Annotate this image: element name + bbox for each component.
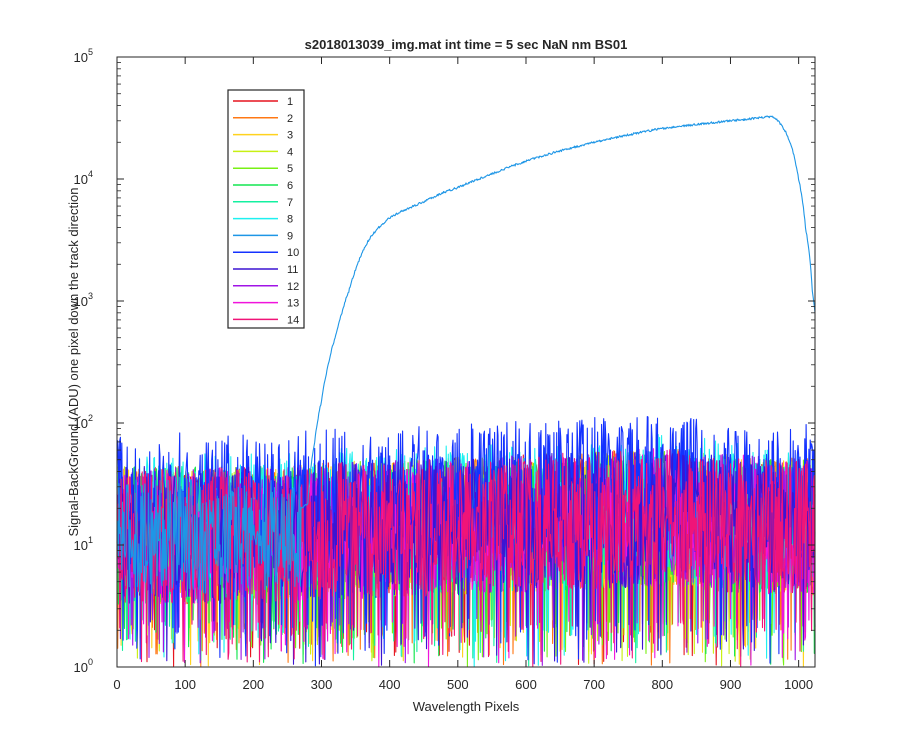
x-tick-label: 700 (583, 677, 605, 692)
x-tick-label: 400 (379, 677, 401, 692)
legend-label-11: 11 (287, 264, 298, 276)
x-tick-label: 600 (515, 677, 537, 692)
y-tick-label: 100 (74, 657, 93, 675)
y-tick-label: 105 (74, 47, 93, 65)
legend-label-13: 13 (287, 298, 299, 310)
legend-label-12: 12 (287, 281, 299, 293)
y-tick-label: 103 (74, 291, 93, 309)
chart-title: s2018013039_img.mat int time = 5 sec NaN… (305, 37, 628, 52)
series-layer (116, 115, 816, 668)
series-line-14 (116, 449, 816, 668)
x-tick-label: 800 (651, 677, 673, 692)
x-tick-label: 0 (113, 677, 120, 692)
x-tick-label: 500 (447, 677, 469, 692)
legend-label-4: 4 (287, 146, 293, 158)
legend-box (227, 89, 305, 329)
axes-box (116, 56, 816, 668)
legend-label-7: 7 (287, 197, 293, 209)
legend-label-10: 10 (287, 247, 299, 259)
legend-label-9: 9 (287, 230, 293, 242)
y-axis-label: Signal-BackGround (ADU) one pixel down t… (66, 187, 81, 536)
x-tick-label: 1000 (784, 677, 813, 692)
x-tick-label: 200 (242, 677, 264, 692)
legend-label-8: 8 (287, 214, 293, 226)
legend-label-6: 6 (287, 180, 293, 192)
legend-label-2: 2 (287, 113, 293, 125)
y-tick-label: 102 (74, 413, 93, 431)
x-axis: 0 100 200 300 400 500 600 700 800 900 1000 (113, 57, 813, 692)
x-axis-label: Wavelength Pixels (413, 699, 520, 714)
legend-label-1: 1 (287, 96, 293, 108)
x-tick-label: 900 (720, 677, 742, 692)
x-tick-label: 100 (174, 677, 196, 692)
y-tick-label: 104 (74, 169, 93, 187)
legend-label-5: 5 (287, 163, 293, 175)
x-tick-label: 300 (311, 677, 333, 692)
y-tick-label: 101 (74, 535, 93, 553)
legend-label-3: 3 (287, 130, 293, 142)
legend-label-14: 14 (287, 314, 299, 326)
series-line-9 (116, 115, 816, 594)
